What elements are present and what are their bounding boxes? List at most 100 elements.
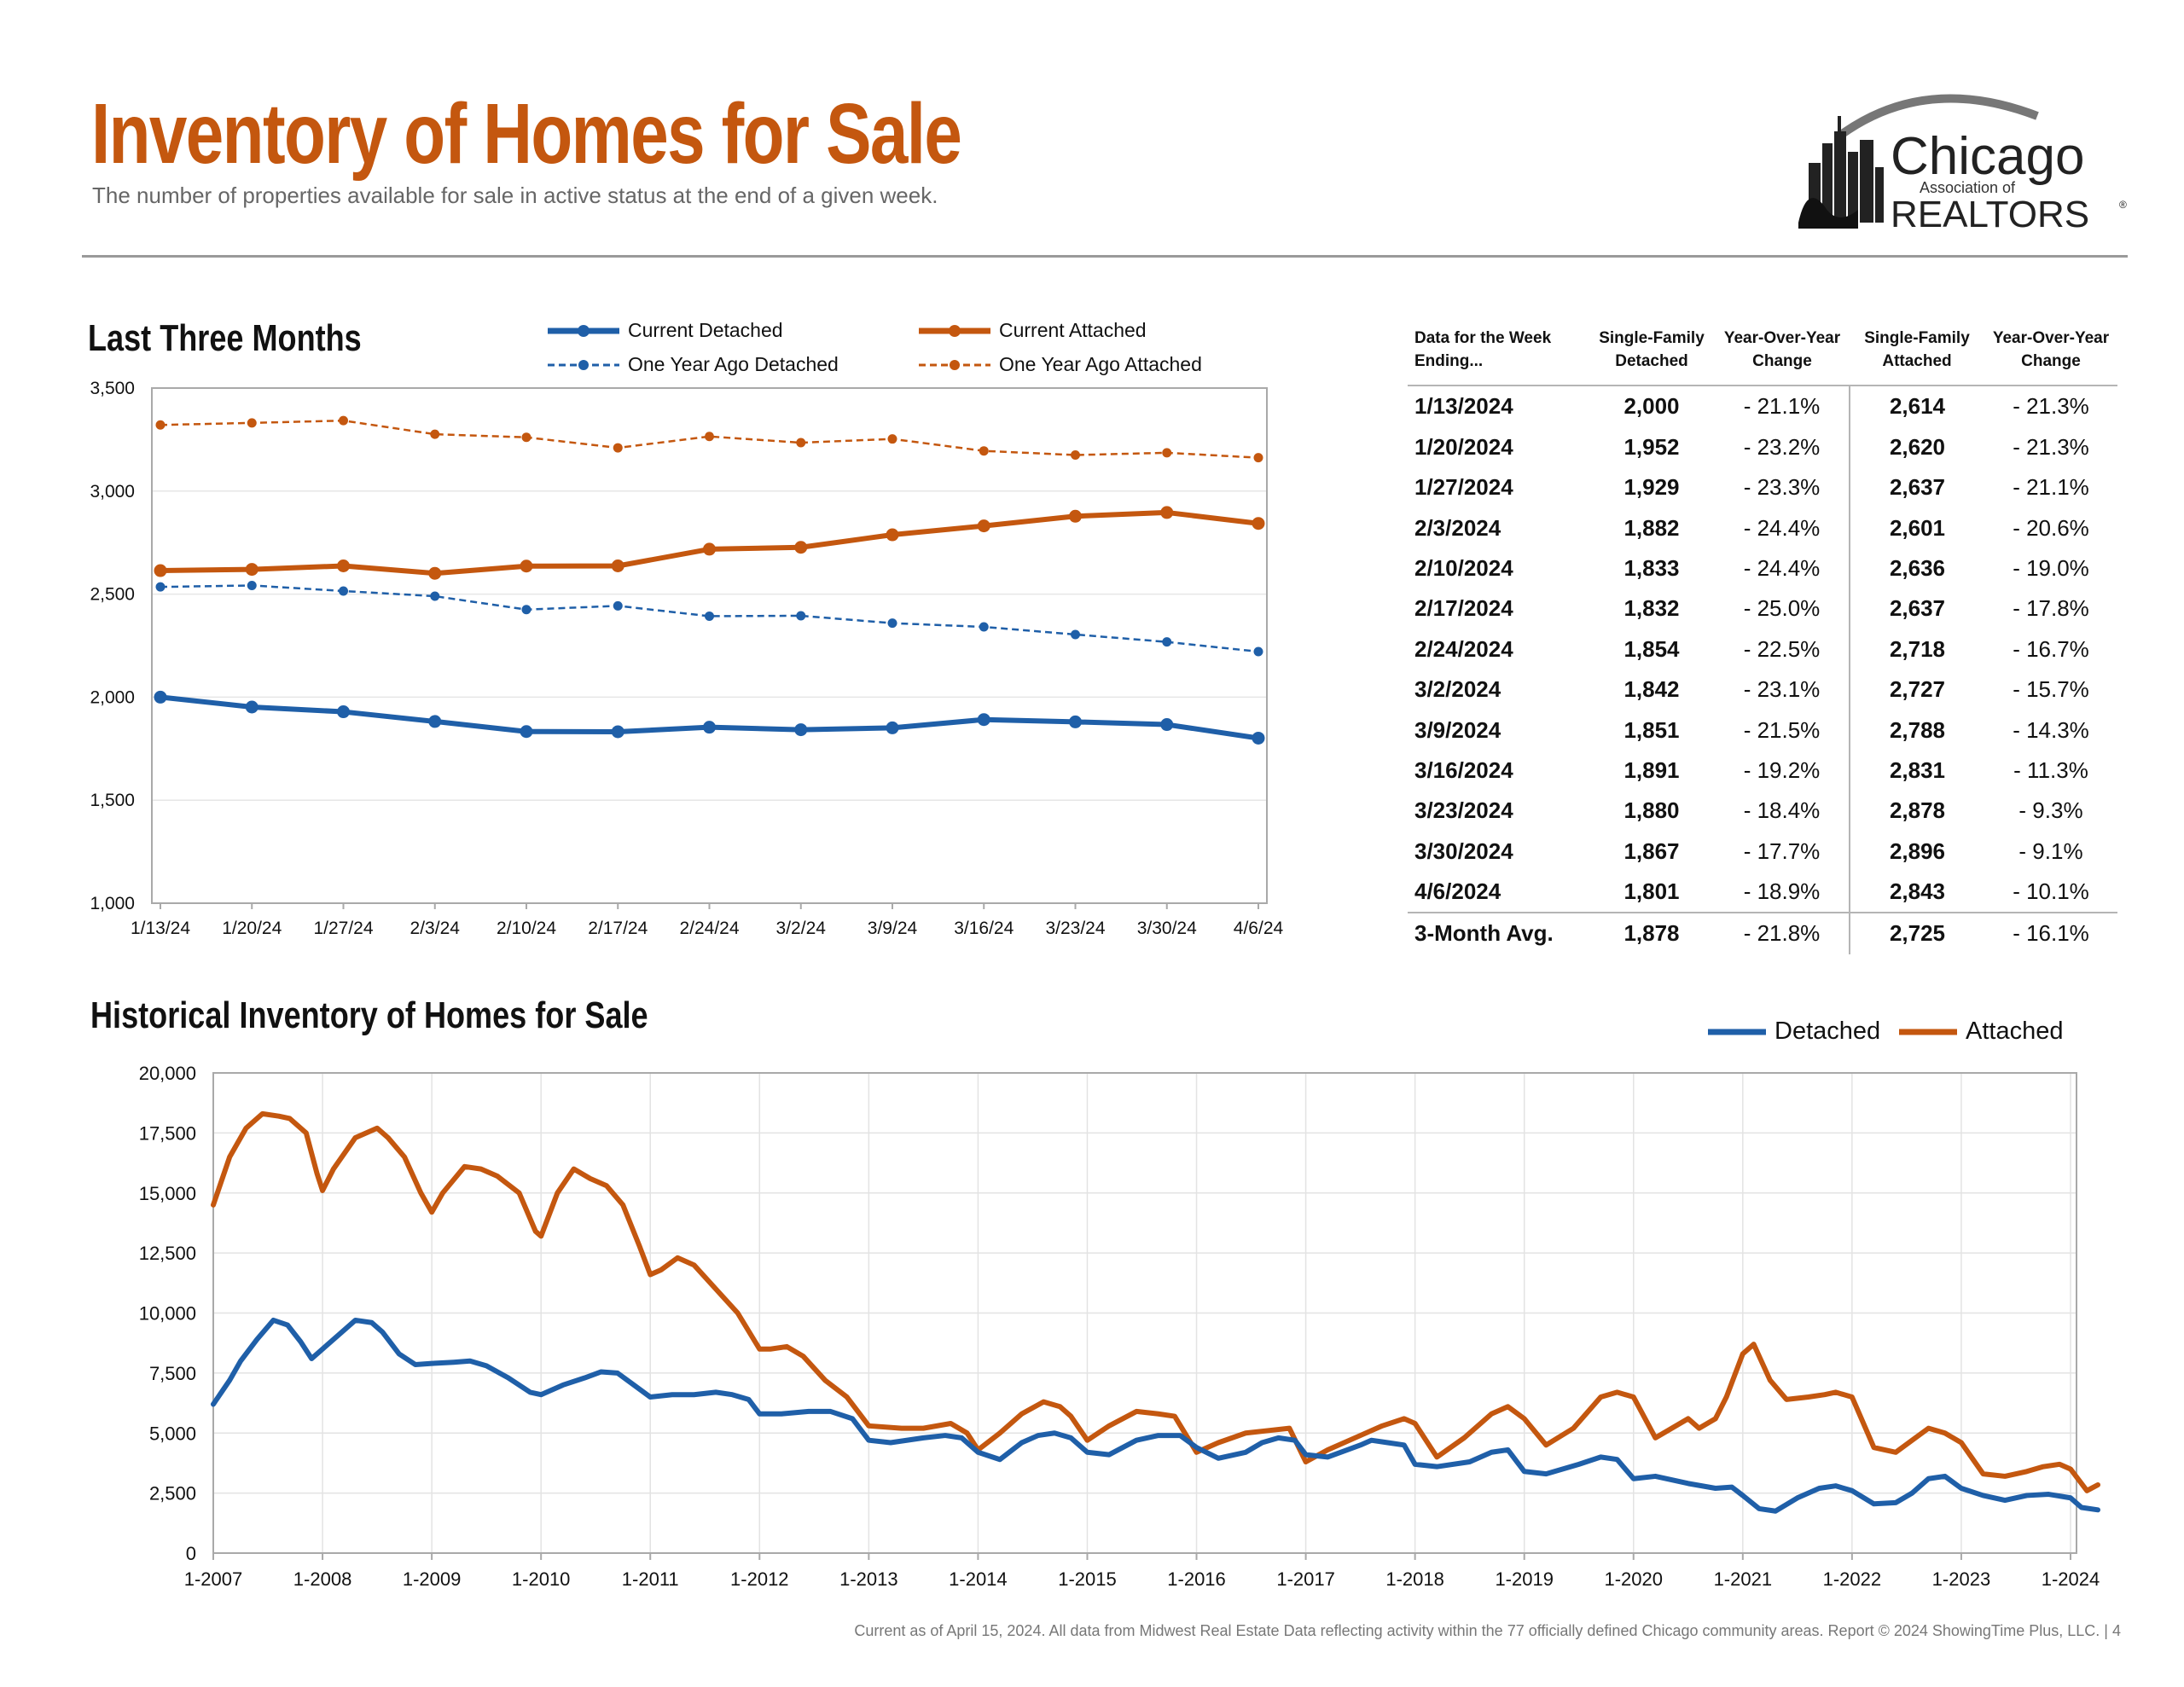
data-point: [705, 432, 714, 442]
table-row: 3/23/2024 1,880 - 18.4% 2,878 - 9.3%: [1408, 791, 2117, 832]
legend-label: Attached: [1966, 1017, 2064, 1045]
data-point: [430, 591, 440, 601]
historical-title: Historical Inventory of Homes for Sale: [90, 994, 648, 1036]
cell-detached: 1,833: [1623, 554, 1680, 581]
x-tick-label: 3/2/24: [776, 919, 827, 938]
historical-chart: 0 2,500 5,000 7,500 10,000 12,500 15,000 17,500…: [139, 1063, 2101, 1590]
cell-detached-change: - 23.2%: [1715, 426, 1850, 467]
chicago-realtors-logo: Chicago Association of REALTORS ®: [1798, 94, 2127, 235]
data-point: [979, 446, 989, 456]
table-row: 1/20/2024 1,952 - 23.2% 2,620 - 21.3%: [1408, 426, 2117, 467]
cell-detached-change: - 24.4%: [1715, 507, 1850, 548]
x-tick-label: 1-2013: [839, 1568, 898, 1590]
y-tick-label: 12,500: [139, 1243, 196, 1264]
cell-attached-change: - 15.7%: [2013, 676, 2089, 703]
legend-current-attached: Current Attached: [917, 319, 1147, 342]
cell-detached-change: - 23.1%: [1715, 669, 1850, 710]
x-tick-label: 2/17/24: [588, 919, 648, 938]
x-tick-label: 1-2016: [1167, 1568, 1226, 1590]
data-point: [337, 705, 350, 719]
data-point: [611, 559, 624, 573]
y-tick-label: 15,000: [139, 1183, 196, 1204]
cell-week: 1/13/2024: [1414, 393, 1513, 420]
x-tick-label: 3/30/24: [1137, 919, 1197, 938]
table-header-attached-change: Year-Over-Year Change: [1984, 322, 2117, 387]
cell-attached: 2,620: [1889, 433, 1946, 460]
x-tick-label: 1-2009: [403, 1568, 462, 1590]
data-point: [887, 618, 897, 629]
cell-attached: 2,637: [1889, 474, 1946, 501]
data-point: [886, 528, 899, 542]
x-tick-label: 1-2007: [184, 1568, 243, 1590]
table-header-detached-change: Year-Over-Year Change: [1715, 322, 1850, 387]
cell-week: 2/10/2024: [1414, 554, 1513, 581]
data-point: [1071, 450, 1080, 461]
y-tick-label: 2,000: [90, 687, 135, 707]
cell-week: 3/9/2024: [1414, 716, 1502, 743]
cell-detached-change: - 22.5%: [1715, 629, 1850, 670]
cell-attached-change: - 21.3%: [2013, 433, 2089, 460]
data-point: [887, 434, 897, 444]
x-tick-label: 1/13/24: [131, 919, 190, 938]
footer-note: Current as of April 15, 2024. All data f…: [854, 1622, 2121, 1639]
cell-attached-change: - 21.1%: [2013, 474, 2089, 501]
data-point: [1160, 506, 1174, 519]
legend-attached: Attached: [1897, 1017, 2063, 1046]
cell-week: 2/17/2024: [1414, 595, 1513, 622]
cell-detached-change: - 18.9%: [1715, 871, 1850, 913]
data-point: [154, 690, 167, 704]
logo-text-registered: ®: [2119, 199, 2127, 211]
cell-detached: 1,801: [1623, 878, 1680, 905]
cell-attached: 2,637: [1889, 595, 1946, 622]
x-tick-label: 1-2015: [1058, 1568, 1117, 1590]
x-tick-label: 1-2012: [730, 1568, 789, 1590]
data-point: [1069, 715, 1082, 728]
x-tick-label: 1-2024: [2042, 1568, 2100, 1590]
cell-week: 1/20/2024: [1414, 433, 1513, 460]
cell-attached-change: - 9.3%: [2018, 797, 2083, 824]
data-point: [613, 600, 623, 611]
x-tick-label: 2/10/24: [497, 919, 556, 938]
y-tick-label: 1,500: [90, 791, 135, 810]
data-point: [1160, 718, 1174, 732]
legend-swatch-detached: [1708, 1029, 1766, 1035]
cell-week: 1/27/2024: [1414, 474, 1513, 501]
table-header-attached: Single-Family Attached: [1850, 322, 1984, 387]
data-point: [1162, 448, 1172, 458]
x-tick-label: 1-2022: [1823, 1568, 1882, 1590]
x-tick-label: 1-2010: [512, 1568, 571, 1590]
y-tick-label: 20,000: [139, 1063, 196, 1084]
data-point: [428, 566, 442, 580]
cell-detached: 1,832: [1623, 595, 1680, 622]
cell-week: 4/6/2024: [1414, 878, 1502, 905]
y-tick-label: 10,000: [139, 1303, 196, 1325]
data-point: [977, 519, 990, 533]
data-point: [155, 420, 166, 430]
x-tick-label: 1-2008: [293, 1568, 352, 1590]
cell-detached: 2,000: [1623, 393, 1680, 420]
table-row: 4/6/2024 1,801 - 18.9% 2,843 - 10.1%: [1408, 871, 2117, 913]
cell-week: 3/23/2024: [1414, 797, 1513, 824]
data-point: [245, 563, 258, 577]
data-point: [886, 721, 899, 734]
cell-attached: 2,636: [1889, 554, 1946, 581]
three-months-title: Last Three Months: [88, 317, 362, 359]
table-row: 2/24/2024 1,854 - 22.5% 2,718 - 16.7%: [1408, 629, 2117, 670]
y-tick-label: 0: [186, 1543, 196, 1564]
table-row: 1/13/2024 2,000 - 21.1% 2,614 - 21.3%: [1408, 386, 2117, 427]
cell-week: 2/24/2024: [1414, 635, 1513, 662]
data-point: [1252, 731, 1265, 745]
legend-swatch-year-ago-attached: [919, 359, 990, 370]
cell-attached: 2,896: [1889, 838, 1946, 864]
cell-detached: 1,882: [1623, 514, 1680, 541]
data-point: [977, 713, 990, 727]
y-tick-label: 2,500: [90, 585, 135, 605]
y-tick-label: 3,500: [90, 379, 135, 398]
data-point: [245, 700, 258, 714]
cell-week: 3/30/2024: [1414, 838, 1513, 864]
legend-swatch-current-attached: [919, 324, 990, 337]
data-point: [613, 443, 623, 453]
header-divider: [82, 255, 2128, 258]
cell-attached: 2,878: [1889, 797, 1946, 824]
cell-attached: 2,718: [1889, 635, 1946, 662]
